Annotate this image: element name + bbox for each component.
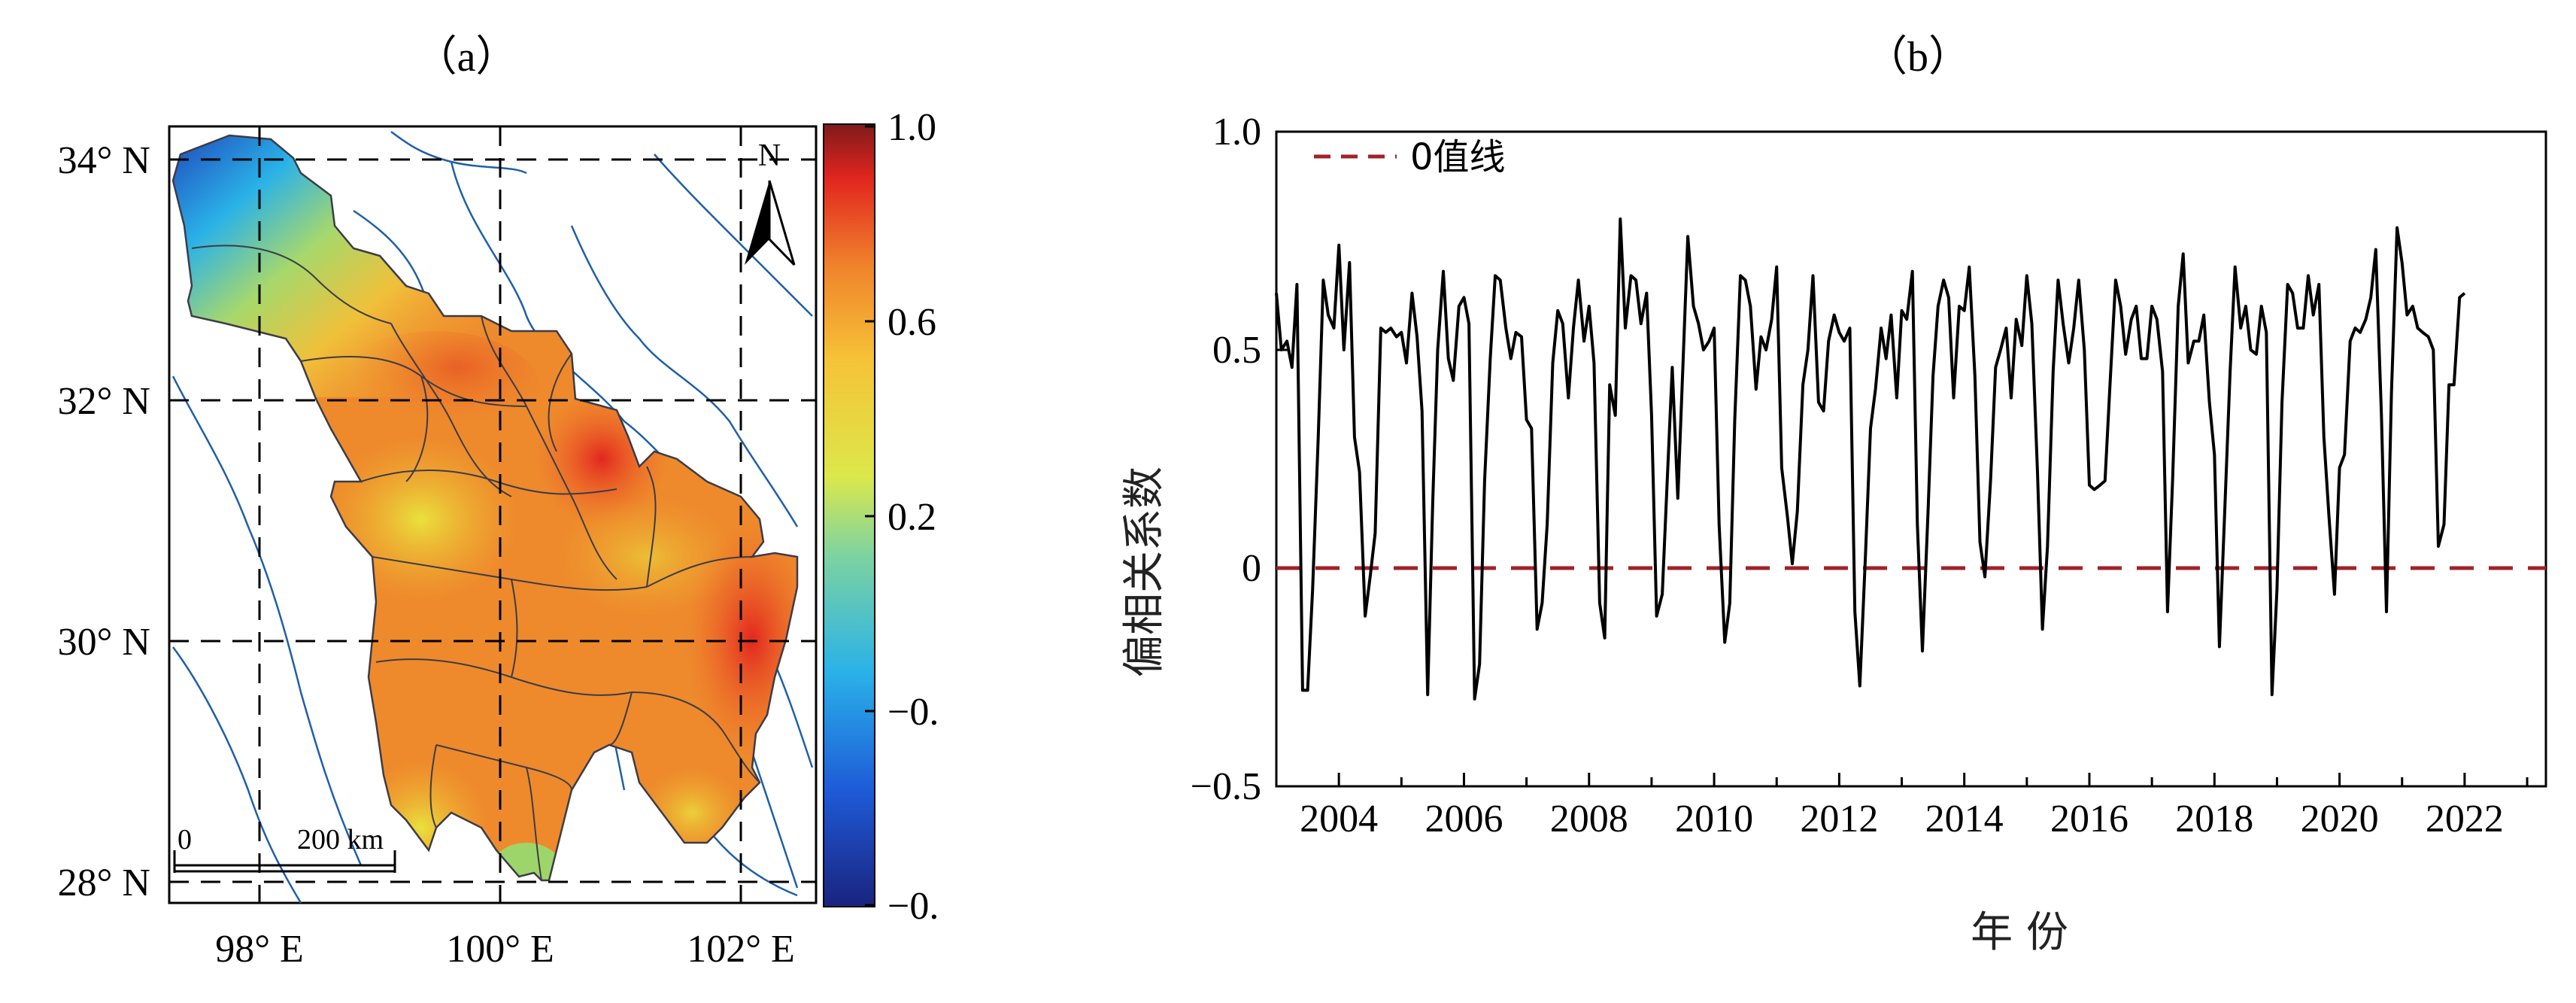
y-tick-label: −0.5 xyxy=(1191,765,1261,808)
y-tick-label: 1.0 xyxy=(1212,111,1261,153)
panel-b-label: （b） xyxy=(1865,34,1971,81)
colorbar-tick-neg0.6: −0.6 xyxy=(887,885,940,928)
x-tick-label: 2012 xyxy=(1800,798,1878,840)
y-tick-label: 0.5 xyxy=(1212,329,1261,372)
legend-label: 0值线 xyxy=(1410,136,1506,178)
map-panel: 34° N 32° N 30° N 28° N 98° E 100° E 102… xyxy=(58,106,940,971)
lon-label-102: 102° E xyxy=(687,928,795,971)
county-boundaries xyxy=(171,134,799,882)
x-tick-label: 2020 xyxy=(2301,798,2379,840)
plot-frame xyxy=(1275,130,2547,788)
lat-label-32: 32° N xyxy=(58,380,150,423)
series-line xyxy=(1275,217,2466,701)
colorbar-tick-1.0: 1.0 xyxy=(887,106,936,149)
north-arrow-icon: N xyxy=(745,138,796,266)
x-tick-label: 2014 xyxy=(1925,798,2004,840)
colorbar-tick-neg0.2: −0.2 xyxy=(887,691,940,734)
lon-label-98: 98° E xyxy=(215,928,304,971)
x-tick-label: 2022 xyxy=(2426,798,2504,840)
colorbar: 1.0 0.6 0.2 −0.2 −0.6 xyxy=(823,106,940,928)
latitude-labels: 34° N 32° N 30° N 28° N xyxy=(58,139,150,904)
panel-a-label: （a） xyxy=(414,34,518,81)
lat-label-28: 28° N xyxy=(58,862,150,904)
legend: 0值线 xyxy=(1314,136,1506,178)
y-axis-title: 偏相关系数 xyxy=(1120,467,1169,677)
scale-bar: 0 200 km xyxy=(173,824,396,873)
lat-label-30: 30° N xyxy=(58,621,150,664)
graticule xyxy=(169,126,816,903)
x-tick-label: 2016 xyxy=(2050,798,2128,840)
longitude-labels: 98° E 100° E 102° E xyxy=(215,928,795,971)
north-label: N xyxy=(758,138,781,173)
colorbar-tick-0.6: 0.6 xyxy=(887,301,936,344)
lat-label-34: 34° N xyxy=(58,139,150,182)
x-tick-label: 2006 xyxy=(1425,798,1503,840)
x-tick-label: 2018 xyxy=(2175,798,2253,840)
x-axis-title: 年 份 xyxy=(1971,908,2068,957)
x-tick-label: 2004 xyxy=(1300,798,1378,840)
series-0-line xyxy=(1275,217,2466,701)
x-tick-label: 2010 xyxy=(1675,798,1753,840)
lon-label-100: 100° E xyxy=(446,928,554,971)
colorbar-tick-0.2: 0.2 xyxy=(887,496,936,539)
x-tick-label: 2008 xyxy=(1550,798,1628,840)
scale-zero-label: 0 xyxy=(177,824,192,856)
y-tick-label: 0 xyxy=(1242,547,1261,590)
scale-distance-label: 200 km xyxy=(297,824,384,856)
